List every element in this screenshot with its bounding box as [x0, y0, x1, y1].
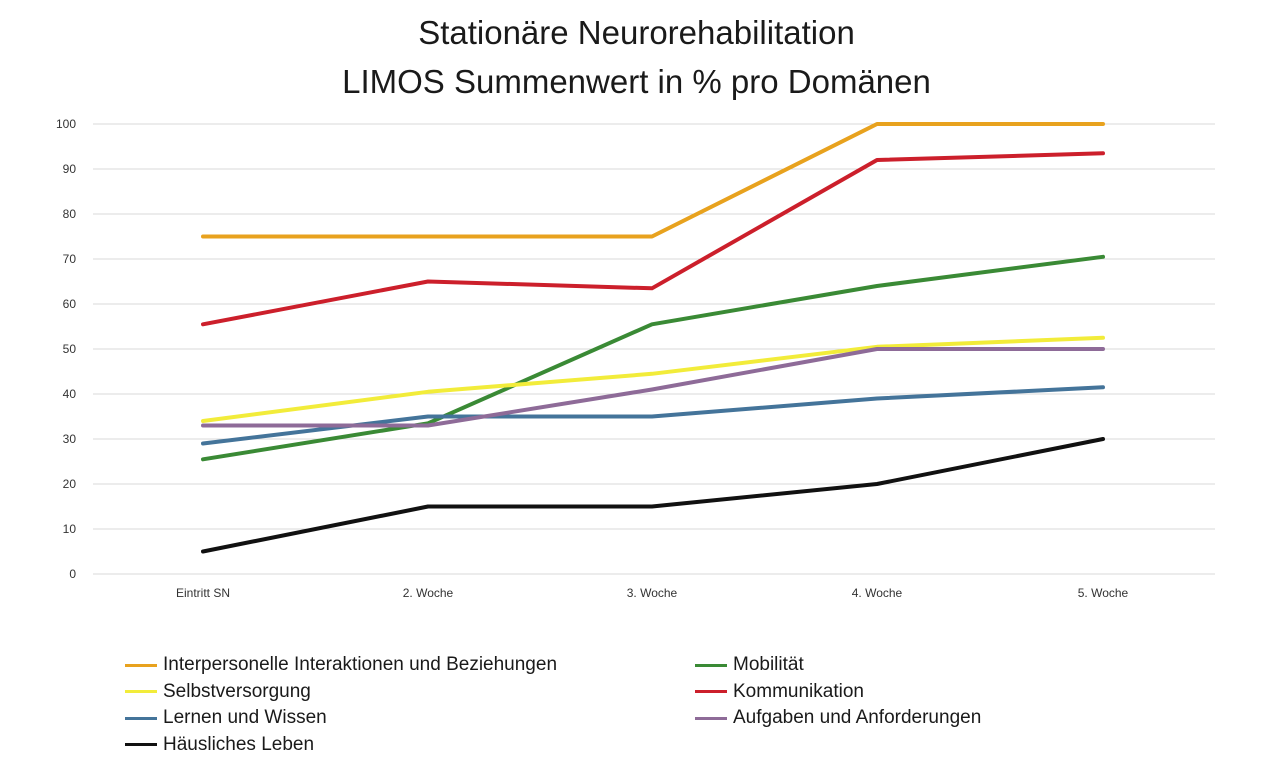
series-line-0 — [201, 122, 1105, 239]
legend-item: Selbstversorgung — [125, 679, 311, 705]
legend-label: Häusliches Leben — [163, 733, 315, 755]
y-tick-label: 20 — [63, 477, 77, 491]
y-tick-label: 100 — [56, 117, 76, 131]
x-tick-label: 2. Woche — [403, 586, 454, 600]
legend-label: Aufgaben und Anforderungen — [733, 707, 982, 728]
y-tick-label: 60 — [63, 297, 77, 311]
chart-subtitle: LIMOS Summenwert in % pro Domänen — [342, 63, 931, 100]
legend-label: Mobilität — [733, 654, 804, 675]
gridlines — [93, 123, 1215, 575]
legend-swatch — [695, 716, 727, 720]
chart-title: Stationäre Neurorehabilitation — [418, 14, 855, 51]
legend-swatch — [125, 690, 157, 693]
y-tick-label: 80 — [63, 207, 77, 221]
series-line-5 — [201, 347, 1105, 428]
legend-swatch — [125, 716, 157, 720]
series-line-1 — [201, 254, 1105, 462]
legend-label: Kommunikation — [733, 680, 864, 702]
series-line-3 — [201, 151, 1105, 327]
x-tick-label: Eintritt SN — [176, 586, 230, 600]
x-tick-label: 5. Woche — [1078, 586, 1129, 600]
x-tick-label: 3. Woche — [627, 586, 678, 600]
series-lines — [201, 122, 1105, 554]
legend-item: Aufgaben und Anforderungen — [695, 705, 981, 731]
y-tick-label: 90 — [63, 162, 77, 176]
series-line-6 — [201, 437, 1105, 554]
x-tick-label: 4. Woche — [852, 586, 903, 600]
y-tick-label: 30 — [63, 432, 77, 446]
legend-swatch — [125, 743, 157, 746]
legend-item: Häusliches Leben — [125, 732, 314, 758]
axis-labels: 0 10 20 30 40 50 60 70 80 90 100 Eintritt SN 2. Woch… — [56, 117, 1129, 600]
legend-swatch — [125, 663, 157, 667]
legend-label: Interpersonelle Interaktionen und Bezieh… — [163, 654, 558, 675]
y-tick-label: 70 — [63, 252, 77, 266]
legend-label: Selbstversorgung — [163, 680, 311, 702]
legend-item: Kommunikation — [695, 679, 864, 705]
legend-item: Interpersonelle Interaktionen und Bezieh… — [125, 652, 557, 678]
y-tick-label: 40 — [63, 387, 77, 401]
series-line-2 — [201, 335, 1105, 423]
y-tick-label: 50 — [63, 342, 77, 356]
legend-item: Mobilität — [695, 652, 804, 678]
y-tick-label: 10 — [63, 522, 77, 536]
legend-swatch — [695, 663, 727, 667]
series-line-4 — [201, 385, 1105, 446]
legend-item: Lernen und Wissen — [125, 705, 327, 731]
y-tick-label: 0 — [69, 567, 76, 581]
legend-swatch — [695, 690, 727, 693]
line-chart: 0 10 20 30 40 50 60 70 80 90 100 Eintritt SN 2. Woch… — [56, 117, 1215, 600]
legend-label: Lernen und Wissen — [163, 707, 327, 728]
